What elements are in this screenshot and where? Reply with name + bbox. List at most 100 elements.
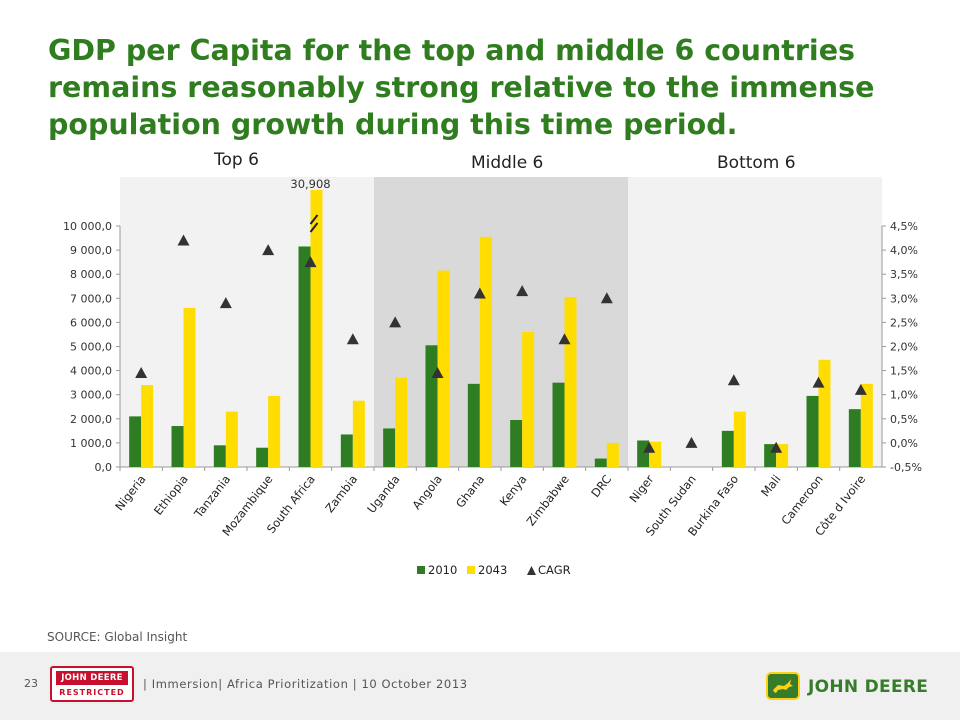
cagr-marker [770, 441, 783, 453]
y2-tick-label: 0,5% [890, 413, 918, 426]
bar-2010 [510, 420, 523, 467]
cagr-marker [854, 383, 867, 395]
restricted-badge: JOHN DEERE RESTRICTED [50, 666, 134, 702]
bar-2010 [298, 246, 311, 467]
cagr-marker [389, 316, 402, 328]
x-tick-label: DRC [588, 472, 614, 500]
plot-band [120, 177, 374, 467]
bar-2043 [183, 307, 196, 467]
x-tick-label: Zimbabwe [524, 472, 572, 528]
bar-2010 [171, 426, 184, 467]
y2-tick-label: 1,5% [890, 365, 918, 378]
bar-2043 [310, 190, 323, 467]
y-tick-label: 0,0 [95, 461, 113, 474]
group-label-top: Top 6 [214, 150, 259, 170]
y-tick-label: 1 000,0 [70, 437, 112, 450]
y-tick-label: 6 000,0 [70, 316, 112, 329]
badge-brand: JOHN DEERE [56, 671, 128, 685]
x-tick-label: Ghana [453, 472, 487, 510]
y-tick-label: 3 000,0 [70, 389, 112, 402]
bar-2043 [479, 236, 492, 467]
bar-2010 [806, 395, 819, 467]
bar-2010 [129, 416, 142, 467]
y-tick-label: 4 000,0 [70, 365, 112, 378]
y-tick-label: 10 000,0 [63, 220, 112, 233]
x-tick-label: Niger [626, 472, 656, 505]
bar-2043 [606, 442, 619, 467]
bar-2010 [637, 440, 650, 467]
bar-2043 [141, 385, 154, 467]
y2-tick-label: 4,0% [890, 244, 918, 257]
cagr-marker [812, 376, 825, 388]
y-tick-label: 9 000,0 [70, 244, 112, 257]
y-tick-label: 2 000,0 [70, 413, 112, 426]
axis-break-mark [309, 222, 319, 233]
footer-text: | Immersion| Africa Prioritization | 10 … [143, 677, 468, 691]
legend-swatch-2043 [467, 566, 475, 574]
cagr-marker [600, 292, 613, 304]
gdp-chart: 0,0 1 000,0 2 000,0 3 000,0 4 000,0 5 000,0 6 … [63, 177, 922, 577]
bar-2043 [225, 411, 238, 467]
page-title: GDP per Capita for the top and middle 6 … [48, 34, 875, 141]
bar-2010 [467, 383, 480, 467]
x-tick-label: Mali [758, 472, 783, 499]
bar-2043 [352, 400, 365, 467]
bar-2043 [395, 377, 408, 467]
y-tick-label: 8 000,0 [70, 268, 112, 281]
x-tick-label: Nigeria [112, 472, 148, 513]
bar-2010 [552, 382, 565, 467]
bar-2010 [213, 445, 226, 467]
bar-2043 [860, 383, 873, 467]
cagr-marker [431, 367, 444, 379]
data-label: 30,908 [290, 177, 330, 191]
cagr-marker [262, 244, 275, 256]
bar-2043 [818, 359, 831, 467]
plot-band [374, 177, 628, 467]
cagr-marker [727, 374, 740, 386]
x-tick-label: Kenya [497, 472, 530, 508]
cagr-marker [135, 367, 148, 379]
plot-band [628, 177, 882, 467]
x-tick-label: Ethiopia [151, 472, 191, 518]
x-tick-label: Uganda [364, 472, 402, 516]
bar-2010 [425, 345, 438, 467]
x-tick-label: Zambia [322, 472, 360, 515]
legend-label-cagr: CAGR [538, 563, 571, 577]
cagr-marker [558, 333, 571, 345]
x-tick-label: Tanzania [191, 472, 233, 521]
x-tick-label: Angola [409, 472, 444, 512]
brand-logo-text: JOHN DEERE [808, 677, 929, 697]
cagr-marker [643, 441, 656, 453]
group-label-bottom: Bottom 6 [717, 153, 796, 173]
legend-label-2010: 2010 [428, 563, 457, 577]
bar-2010 [340, 434, 353, 467]
y2-tick-label: 2,5% [890, 316, 918, 329]
bar-2010 [848, 409, 861, 467]
badge-label: RESTRICTED [59, 688, 125, 697]
page-number: 23 [24, 677, 38, 690]
y2-tick-label: -0,5% [890, 461, 922, 474]
y2-tick-label: 1,0% [890, 389, 918, 402]
bar-2043 [733, 411, 746, 467]
cagr-marker [219, 297, 232, 309]
y2-tick-label: 4,5% [890, 220, 918, 233]
footer-bar [0, 652, 960, 720]
y2-tick-label: 0,0% [890, 437, 918, 450]
bar-2043 [437, 270, 450, 467]
legend-swatch-2010 [417, 566, 425, 574]
legend-swatch-cagr [527, 566, 536, 575]
cagr-marker [685, 436, 698, 448]
axis-break-mark [309, 214, 319, 225]
group-label-middle: Middle 6 [471, 153, 544, 173]
deer-logo-icon [766, 672, 800, 700]
bar-2010 [256, 447, 269, 467]
cagr-marker [304, 256, 317, 268]
bar-2043 [564, 297, 577, 467]
bar-2010 [383, 428, 396, 467]
cagr-marker [346, 333, 359, 345]
y2-tick-label: 3,0% [890, 292, 918, 305]
x-tick-label: Cameroon [778, 472, 825, 527]
cagr-marker [473, 287, 486, 299]
source-note: SOURCE: Global Insight [47, 630, 188, 644]
y-tick-label: 5 000,0 [70, 341, 112, 354]
